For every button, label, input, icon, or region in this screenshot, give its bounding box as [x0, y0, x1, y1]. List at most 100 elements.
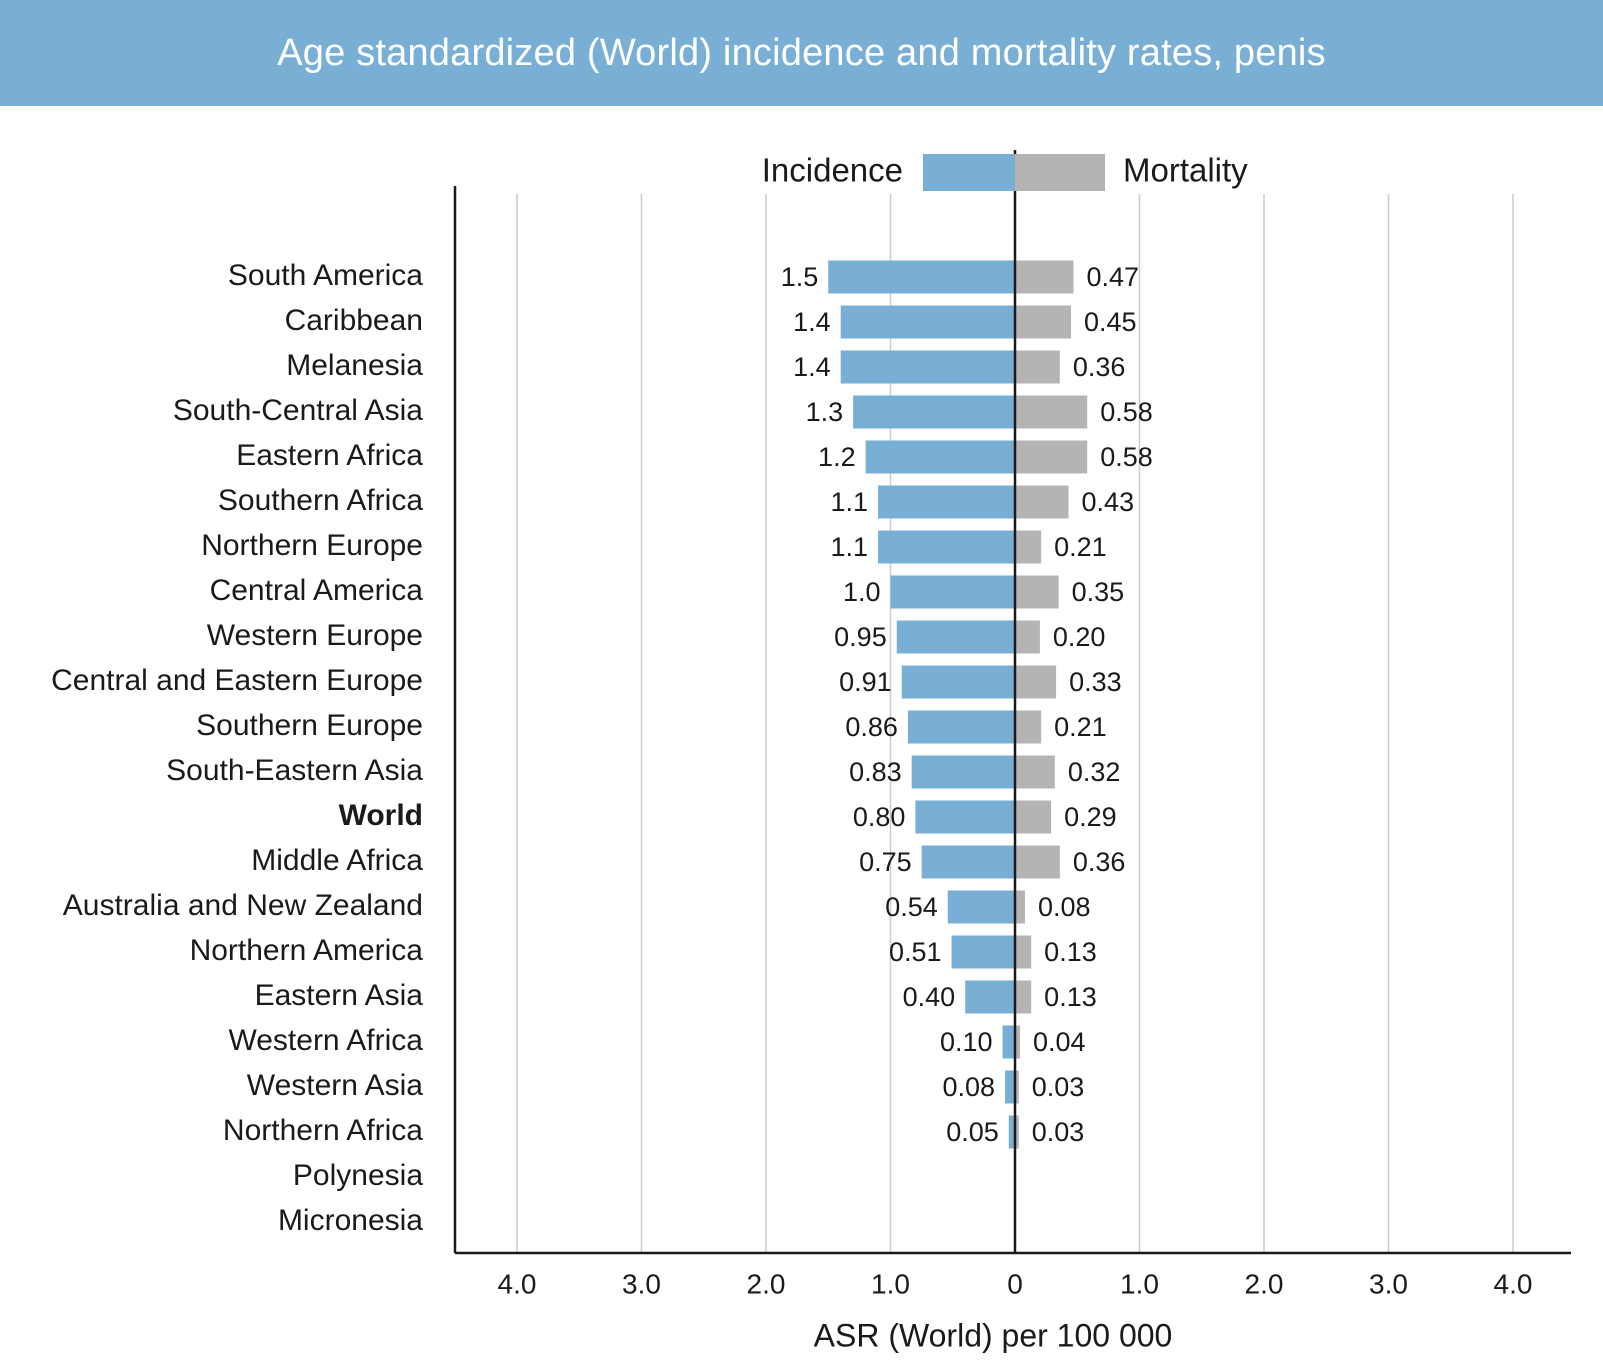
mortality-value-label: 0.45: [1084, 307, 1137, 337]
x-axis-title: ASR (World) per 100 000: [814, 1317, 1173, 1353]
mortality-bar: [1015, 1070, 1019, 1104]
category-label: Western Africa: [228, 1024, 423, 1057]
category-label: Northern Europe: [201, 529, 423, 562]
incidence-value-label: 0.86: [845, 712, 898, 742]
category-label: Middle Africa: [251, 844, 423, 877]
incidence-bar: [911, 755, 1015, 789]
incidence-value-label: 0.40: [903, 982, 956, 1012]
legend-label-incidence: Incidence: [762, 152, 903, 189]
x-tick-label: 4.0: [1494, 1268, 1533, 1299]
incidence-value-label: 0.83: [849, 757, 902, 787]
incidence-value-label: 0.05: [946, 1117, 999, 1147]
category-label: Melanesia: [286, 349, 423, 382]
mortality-bar: [1015, 800, 1052, 834]
mortality-bar: [1015, 755, 1055, 789]
incidence-value-label: 0.51: [889, 937, 942, 967]
incidence-bar: [915, 800, 1015, 834]
mortality-value-label: 0.20: [1053, 622, 1106, 652]
mortality-value-label: 0.03: [1032, 1072, 1085, 1102]
category-label: South America: [228, 259, 423, 292]
category-label: Southern Europe: [196, 709, 423, 742]
category-label: World: [339, 799, 423, 832]
mortality-bar: [1015, 665, 1057, 699]
category-label: Eastern Asia: [255, 979, 424, 1012]
incidence-bar: [896, 620, 1015, 654]
incidence-value-label: 1.1: [831, 487, 869, 517]
incidence-bar: [840, 305, 1015, 339]
category-label: Caribbean: [285, 304, 423, 337]
category-label: Central and Eastern Europe: [51, 664, 423, 697]
incidence-value-label: 1.3: [806, 397, 844, 427]
incidence-value-label: 1.4: [793, 352, 831, 382]
category-label: Australia and New Zealand: [63, 889, 423, 922]
incidence-bar: [901, 665, 1015, 699]
mortality-bar: [1015, 260, 1074, 294]
incidence-bar: [828, 260, 1015, 294]
incidence-value-label: 1.5: [781, 262, 819, 292]
category-label: South-Central Asia: [173, 394, 423, 427]
mortality-value-label: 0.58: [1100, 397, 1153, 427]
mortality-value-label: 0.43: [1082, 487, 1135, 517]
mortality-value-label: 0.36: [1073, 847, 1126, 877]
incidence-bar: [1005, 1070, 1015, 1104]
incidence-value-label: 0.54: [885, 892, 938, 922]
mortality-bar: [1015, 1115, 1019, 1149]
mortality-value-label: 0.21: [1054, 712, 1107, 742]
incidence-bar: [878, 530, 1015, 564]
x-tick-label: 2.0: [747, 1268, 786, 1299]
incidence-value-label: 1.4: [793, 307, 831, 337]
category-label: Southern Africa: [218, 484, 423, 517]
incidence-bar: [865, 440, 1015, 474]
mortality-value-label: 0.47: [1087, 262, 1140, 292]
x-tick-label: 2.0: [1245, 1268, 1284, 1299]
category-label: Western Asia: [247, 1069, 424, 1102]
mortality-bar: [1015, 485, 1069, 519]
x-tick-label: 3.0: [622, 1268, 661, 1299]
legend-swatch-mortality: [1015, 154, 1105, 191]
incidence-value-label: 1.0: [843, 577, 881, 607]
mortality-value-label: 0.04: [1033, 1027, 1086, 1057]
mortality-value-label: 0.32: [1068, 757, 1121, 787]
incidence-value-label: 0.95: [834, 622, 887, 652]
x-tick-label: 3.0: [1369, 1268, 1408, 1299]
mortality-bar: [1015, 440, 1088, 474]
mortality-bar: [1015, 350, 1060, 384]
mortality-bar: [1015, 980, 1032, 1014]
incidence-bar: [1002, 1025, 1015, 1059]
incidence-bar: [890, 575, 1015, 609]
mortality-value-label: 0.13: [1044, 982, 1097, 1012]
mortality-value-label: 0.13: [1044, 937, 1097, 967]
incidence-value-label: 0.91: [839, 667, 892, 697]
mortality-bar: [1015, 710, 1042, 744]
category-label: South-Eastern Asia: [166, 754, 423, 787]
x-tick-label: 1.0: [1120, 1268, 1159, 1299]
incidence-bar: [951, 935, 1015, 969]
x-tick-label: 1.0: [871, 1268, 910, 1299]
mortality-bar: [1015, 935, 1032, 969]
incidence-value-label: 0.08: [942, 1072, 995, 1102]
incidence-bar: [947, 890, 1015, 924]
mortality-bar: [1015, 575, 1059, 609]
mortality-value-label: 0.58: [1100, 442, 1153, 472]
incidence-bar: [965, 980, 1015, 1014]
mortality-bar: [1015, 845, 1060, 879]
mortality-value-label: 0.35: [1072, 577, 1125, 607]
category-label: Eastern Africa: [236, 439, 423, 472]
chart-title: Age standardized (World) incidence and m…: [277, 32, 1326, 74]
category-label: Micronesia: [278, 1204, 423, 1237]
mortality-bar: [1015, 1025, 1020, 1059]
incidence-value-label: 1.2: [818, 442, 856, 472]
legend-label-mortality: Mortality: [1123, 152, 1248, 189]
incidence-bar: [878, 485, 1015, 519]
incidence-value-label: 1.1: [831, 532, 869, 562]
category-label: Polynesia: [293, 1159, 423, 1192]
legend-swatch-incidence: [923, 154, 1015, 191]
x-tick-label: 4.0: [498, 1268, 537, 1299]
mortality-value-label: 0.33: [1069, 667, 1122, 697]
mortality-bar: [1015, 620, 1040, 654]
incidence-bar: [840, 350, 1015, 384]
incidence-value-label: 0.10: [940, 1027, 993, 1057]
x-tick-label: 0: [1007, 1268, 1023, 1299]
incidence-value-label: 0.75: [859, 847, 912, 877]
